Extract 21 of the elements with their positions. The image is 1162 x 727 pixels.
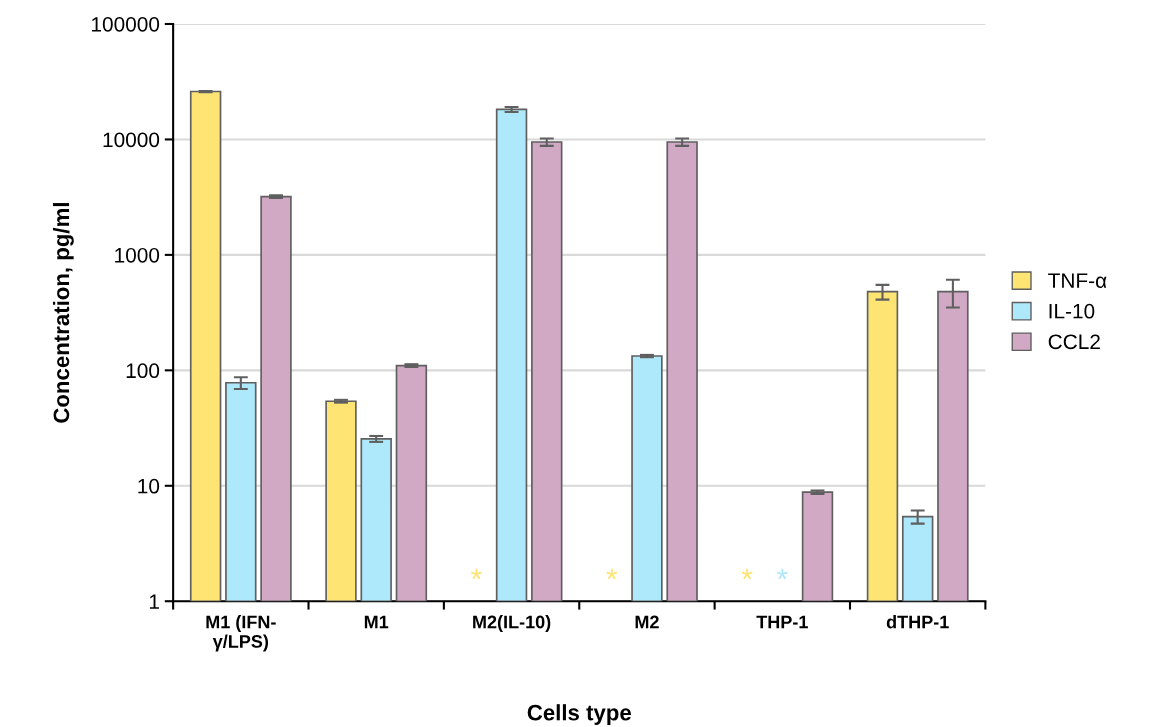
annotation: * — [470, 568, 482, 580]
legend-label: CCL2 — [1048, 334, 1100, 350]
x-tick-label: M1 (IFN- γ/LPS) — [206, 615, 276, 652]
annotation: * — [741, 568, 753, 580]
y-tick-label: 1 — [149, 594, 159, 609]
x-tick-label: dTHP-1 — [886, 615, 949, 629]
y-axis-title: Concentration, pg/ml — [52, 203, 74, 423]
y-tick-label: 100 — [126, 363, 160, 379]
legend-label: TNF-α — [1048, 273, 1107, 288]
x-tick-label: M2(IL-10) — [473, 615, 551, 632]
y-tick-label: 10000 — [103, 132, 160, 148]
x-tick-label: M1 — [364, 615, 389, 629]
y-tick-label: 1000 — [115, 247, 160, 263]
y-tick-label: 10 — [138, 478, 160, 494]
annotation: * — [776, 568, 788, 580]
x-tick-label: THP-1 — [756, 615, 808, 629]
x-axis-title: Cells type — [527, 704, 631, 725]
annotation: * — [606, 568, 618, 580]
x-tick-label: M2 — [635, 615, 659, 629]
y-tick-label: 100000 — [92, 16, 160, 32]
legend-label: IL-10 — [1049, 303, 1095, 319]
